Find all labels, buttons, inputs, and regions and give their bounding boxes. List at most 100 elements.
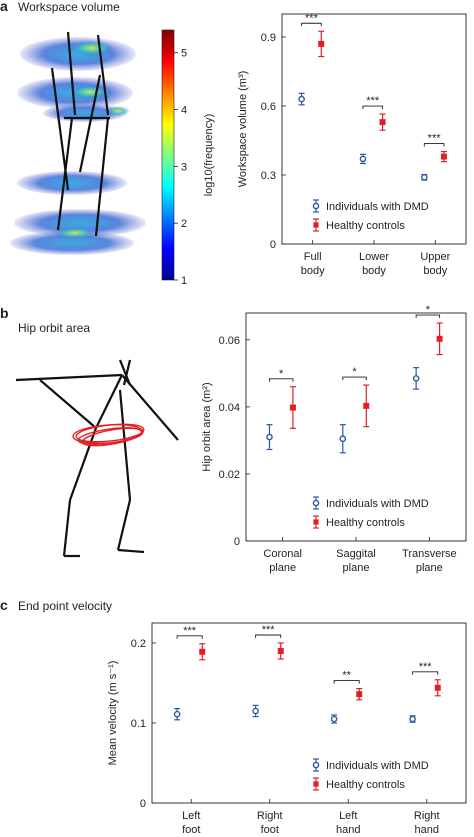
hip-point-1-0 bbox=[289, 404, 296, 411]
hip-legend-marker-1 bbox=[313, 519, 319, 525]
panel-b-letter: b bbox=[0, 305, 9, 321]
velocity-xtick-label-1-0: Right bbox=[257, 810, 283, 822]
hip-sig-label-2: * bbox=[426, 304, 431, 316]
hip-xtick-label-2-1: plane bbox=[416, 562, 443, 574]
velocity-point-1-3 bbox=[434, 684, 441, 691]
hip-sig-bracket-1 bbox=[342, 376, 367, 381]
hip-skeleton bbox=[15, 359, 179, 558]
colorbar: 1 2 3 4 5 log10(frequency) bbox=[161, 29, 215, 287]
velocity-xtick-label-3-1: hand bbox=[415, 824, 439, 836]
velocity-sig-label-1: *** bbox=[262, 624, 276, 636]
hip-ylabel: Hip orbit area (m²) bbox=[201, 382, 213, 471]
workspace-sig-bracket-1 bbox=[362, 105, 384, 110]
hip-legend-label-0: Individuals with DMD bbox=[326, 498, 429, 510]
workspace-legend-label-1: Healthy controls bbox=[326, 220, 405, 232]
workspace-ytick-label-3: 0.9 bbox=[261, 32, 276, 44]
workspace-sig-bracket-0 bbox=[301, 22, 322, 27]
skeleton-lines bbox=[50, 31, 110, 237]
workspace-xtick-label-1-1: body bbox=[362, 265, 386, 277]
workspace-xtick-label-0-0: Full bbox=[304, 251, 322, 263]
workspace-point-0-2 bbox=[420, 173, 428, 181]
velocity-point-1-2 bbox=[356, 691, 363, 698]
panel-a-letter: a bbox=[0, 0, 8, 14]
panel-a-title: Workspace volume bbox=[18, 0, 120, 14]
workspace-sig-label-0: *** bbox=[305, 12, 319, 24]
workspace-ylabel: Workspace volume (m³) bbox=[237, 71, 249, 188]
velocity-ytick-label-1: 0.1 bbox=[131, 718, 146, 730]
hip-sig-label-0: * bbox=[279, 368, 284, 380]
velocity-xtick-label-2-1: hand bbox=[336, 824, 360, 836]
hip-xtick-label-1-0: Saggital bbox=[336, 548, 376, 560]
velocity-xtick-label-1-1: foot bbox=[261, 824, 279, 836]
velocity-ytick-label-2: 0.2 bbox=[131, 638, 146, 650]
velocity-sig-bracket-2 bbox=[333, 680, 360, 684]
workspace-point-0-1 bbox=[359, 155, 367, 163]
velocity-legend-label-0: Individuals with DMD bbox=[326, 760, 429, 772]
workspace-xtick-label-2-1: body bbox=[423, 265, 447, 277]
colorbar-label: log10(frequency) bbox=[203, 114, 215, 197]
velocity-sig-bracket-1 bbox=[255, 634, 282, 638]
workspace-point-1-1 bbox=[379, 119, 386, 126]
hip-point-1-1 bbox=[363, 402, 370, 409]
velocity-ytick-label-0: 0 bbox=[140, 798, 146, 810]
hip-xtick-label-0-1: plane bbox=[269, 562, 296, 574]
mean-velocity-chart: 0 0.1 0.2 Mean velocity (m s⁻¹) Left foot Righ… bbox=[107, 622, 467, 836]
hip-xtick-label-0-0: Coronal bbox=[263, 548, 302, 560]
velocity-point-1-1 bbox=[277, 648, 284, 655]
hip-orbit-ring bbox=[72, 423, 145, 447]
velocity-xtick-label-0-0: Left bbox=[182, 810, 200, 822]
panel-b-title: Hip orbit area bbox=[18, 321, 90, 335]
hip-point-1-2 bbox=[436, 335, 443, 342]
colorbar-tick-label-4: 5 bbox=[181, 48, 187, 60]
hip-xtick-label-1-1: plane bbox=[343, 562, 370, 574]
velocity-sig-label-2: ** bbox=[342, 670, 351, 682]
velocity-legend-marker-1 bbox=[313, 781, 319, 787]
workspace-legend-label-0: Individuals with DMD bbox=[326, 201, 429, 213]
hip-ytick-label-0: 0 bbox=[234, 536, 240, 548]
velocity-point-1-0 bbox=[199, 648, 206, 655]
panel-c: c End point velocity bbox=[0, 597, 112, 613]
velocity-sig-bracket-3 bbox=[412, 671, 439, 675]
workspace-point-0-0 bbox=[298, 95, 305, 103]
panel-c-title: End point velocity bbox=[18, 599, 112, 613]
workspace-xtick-label-2-0: Upper bbox=[420, 251, 450, 263]
workspace-sig-label-2: *** bbox=[428, 133, 442, 145]
velocity-xtick-label-2-0: Left bbox=[339, 810, 357, 822]
hip-legend-marker-0 bbox=[312, 499, 320, 507]
colorbar-gradient bbox=[161, 29, 175, 281]
hip-point-0-2 bbox=[412, 375, 420, 382]
workspace-volume-chart: 0 0.3 0.6 0.9 Workspace volume (m³) Full body L… bbox=[237, 12, 467, 277]
workspace-sig-label-1: *** bbox=[366, 95, 380, 107]
workspace-legend-marker-0 bbox=[312, 202, 320, 210]
hip-ytick-label-2: 0.04 bbox=[219, 402, 240, 414]
workspace-xtick-label-1-0: Lower bbox=[359, 251, 389, 263]
velocity-sig-label-0: *** bbox=[183, 625, 197, 637]
workspace-ytick-label-1: 0.3 bbox=[261, 170, 276, 182]
hip-sig-label-1: * bbox=[352, 366, 357, 378]
velocity-xtick-label-3-0: Right bbox=[414, 810, 440, 822]
velocity-point-0-2 bbox=[330, 715, 338, 723]
workspace-point-1-2 bbox=[440, 153, 447, 160]
hip-sig-bracket-0 bbox=[269, 378, 294, 382]
hip-point-0-1 bbox=[339, 435, 347, 443]
workspace-ytick-label-0: 0 bbox=[270, 239, 276, 251]
workspace-ytick-label-2: 0.6 bbox=[261, 101, 276, 113]
panel-c-letter: c bbox=[0, 597, 8, 613]
hip-ytick-label-1: 0.02 bbox=[219, 469, 240, 481]
hip-legend-label-1: Healthy controls bbox=[326, 517, 405, 529]
workspace-point-1-0 bbox=[318, 40, 325, 47]
colorbar-tick-label-0: 1 bbox=[181, 275, 187, 287]
velocity-sig-label-3: *** bbox=[419, 661, 433, 673]
velocity-sig-bracket-0 bbox=[176, 635, 203, 639]
velocity-legend-label-1: Healthy controls bbox=[326, 779, 405, 791]
panel-a: a Workspace volume 1 2 3 4 5 bbox=[0, 0, 215, 287]
colorbar-tick-label-1: 2 bbox=[181, 218, 187, 230]
hip-ytick-label-3: 0.06 bbox=[219, 335, 240, 347]
workspace-point-cloud bbox=[10, 37, 146, 255]
colorbar-ticks: 1 2 3 4 5 bbox=[174, 48, 187, 287]
colorbar-tick-label-3: 4 bbox=[181, 105, 187, 117]
velocity-ylabel: Mean velocity (m s⁻¹) bbox=[107, 661, 119, 766]
velocity-legend-marker-0 bbox=[312, 761, 320, 769]
hip-orbit-area-chart: 0 0.02 0.04 0.06 Hip orbit area (m²) Coronal p… bbox=[201, 304, 467, 574]
